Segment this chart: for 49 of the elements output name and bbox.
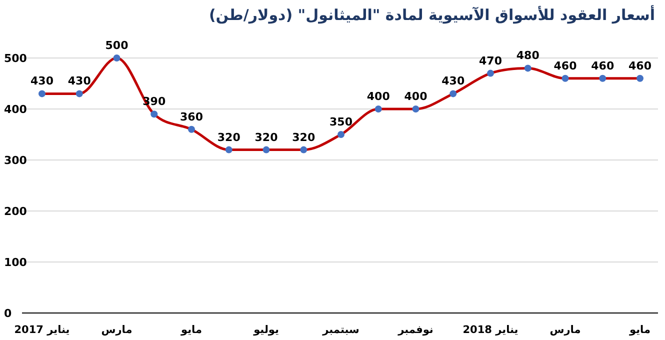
y-tick-label: 500 — [4, 52, 28, 65]
x-tick-label: سبتمبر — [322, 324, 360, 336]
point — [300, 146, 308, 154]
point — [150, 110, 158, 118]
y-tick-label: 100 — [4, 256, 28, 269]
data-label: 480 — [516, 49, 540, 62]
chart-title: أسعار العقود للأسواق الآسيوية لمادة "الميثانول" (دولار/طن) — [208, 5, 655, 24]
data-label: 320 — [292, 130, 316, 144]
data-label: 320 — [254, 130, 278, 144]
x-tick-label: مارس — [550, 324, 581, 336]
point — [524, 64, 532, 72]
x-tick-label: يوليو — [252, 324, 279, 336]
x-tick-label: مايو — [180, 324, 202, 336]
x-tick-label: يناير 2017 — [14, 324, 70, 336]
point — [412, 106, 420, 112]
data-label: 320 — [217, 130, 241, 144]
data-label: 470 — [479, 54, 502, 68]
data-label: 430 — [68, 74, 92, 88]
x-tick-label: نوفمبر — [397, 324, 434, 336]
x-tick-label: مايو — [628, 324, 650, 336]
x-tick-label: مارس — [101, 324, 132, 336]
y-tick-label: 0 — [4, 307, 12, 320]
data-label: 430 — [442, 74, 465, 88]
y-tick-label: 400 — [4, 103, 28, 116]
data-label: 460 — [628, 59, 652, 72]
point — [225, 146, 232, 154]
data-label: 350 — [330, 116, 353, 128]
point — [562, 74, 569, 82]
data-label: 460 — [554, 59, 578, 72]
data-label: 360 — [180, 110, 204, 124]
point — [636, 74, 644, 82]
point — [374, 106, 382, 112]
x-tick-label: يناير 2018 — [462, 324, 518, 336]
point — [188, 126, 195, 133]
point — [38, 90, 46, 98]
point — [487, 70, 494, 77]
point — [262, 146, 270, 154]
data-label: 430 — [30, 74, 54, 88]
point — [599, 74, 606, 82]
point — [450, 90, 457, 98]
y-tick-label: 300 — [4, 154, 28, 167]
point — [113, 54, 120, 62]
data-label: 400 — [404, 90, 428, 103]
point — [76, 90, 83, 98]
data-label: 500 — [105, 39, 129, 52]
data-label: 400 — [366, 90, 390, 103]
data-label: 460 — [591, 59, 614, 72]
point — [338, 131, 344, 138]
y-tick-label: 200 — [4, 205, 28, 218]
